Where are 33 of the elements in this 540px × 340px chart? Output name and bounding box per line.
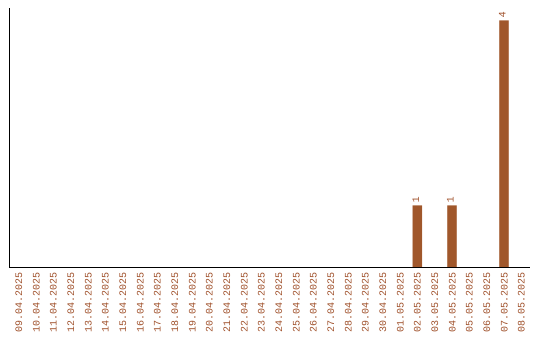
x-tick-label: 12.04.2025 — [66, 272, 78, 332]
data-label: 1 — [412, 196, 423, 202]
x-tick-label: 16.04.2025 — [136, 272, 148, 332]
x-tick-label: 01.05.2025 — [396, 272, 408, 332]
x-tick-label: 08.05.2025 — [518, 272, 529, 332]
x-tick-label: 09.04.2025 — [14, 272, 26, 332]
x-tick-label: 22.04.2025 — [240, 272, 252, 332]
x-tick-label: 10.04.2025 — [32, 272, 44, 332]
x-tick-label: 02.05.2025 — [414, 272, 425, 332]
x-tick-label: 07.05.2025 — [500, 272, 512, 332]
x-tick-label: 30.04.2025 — [378, 272, 390, 332]
x-tick-label: 18.04.2025 — [170, 272, 182, 332]
x-tick-label: 27.04.2025 — [326, 272, 338, 332]
x-tick-label: 26.04.2025 — [310, 272, 321, 332]
data-label: 4 — [498, 11, 510, 18]
x-tick-label: 17.04.2025 — [154, 272, 165, 332]
x-tick-label: 29.04.2025 — [362, 272, 373, 332]
x-tick-label: 20.04.2025 — [206, 272, 217, 332]
x-tick-label: 03.05.2025 — [430, 272, 442, 332]
x-tick-label: 15.04.2025 — [118, 272, 130, 332]
x-tick-label: 14.04.2025 — [102, 272, 113, 332]
x-tick-label: 05.05.2025 — [466, 272, 477, 332]
x-tick-label: 13.04.2025 — [84, 272, 96, 332]
x-tick-label: 24.04.2025 — [274, 272, 286, 332]
x-tick-label: 21.04.2025 — [222, 272, 234, 332]
data-label: 1 — [446, 196, 458, 202]
x-tick-label: 23.04.2025 — [258, 272, 269, 332]
x-tick-label: 25.04.2025 — [292, 272, 304, 332]
x-tick-label: 04.05.2025 — [448, 272, 460, 332]
x-tick-label: 06.05.2025 — [482, 272, 494, 332]
x-tick-label: 11.04.2025 — [50, 272, 61, 332]
x-tick-label: 19.04.2025 — [188, 272, 200, 332]
x-tick-label: 28.04.2025 — [344, 272, 356, 332]
